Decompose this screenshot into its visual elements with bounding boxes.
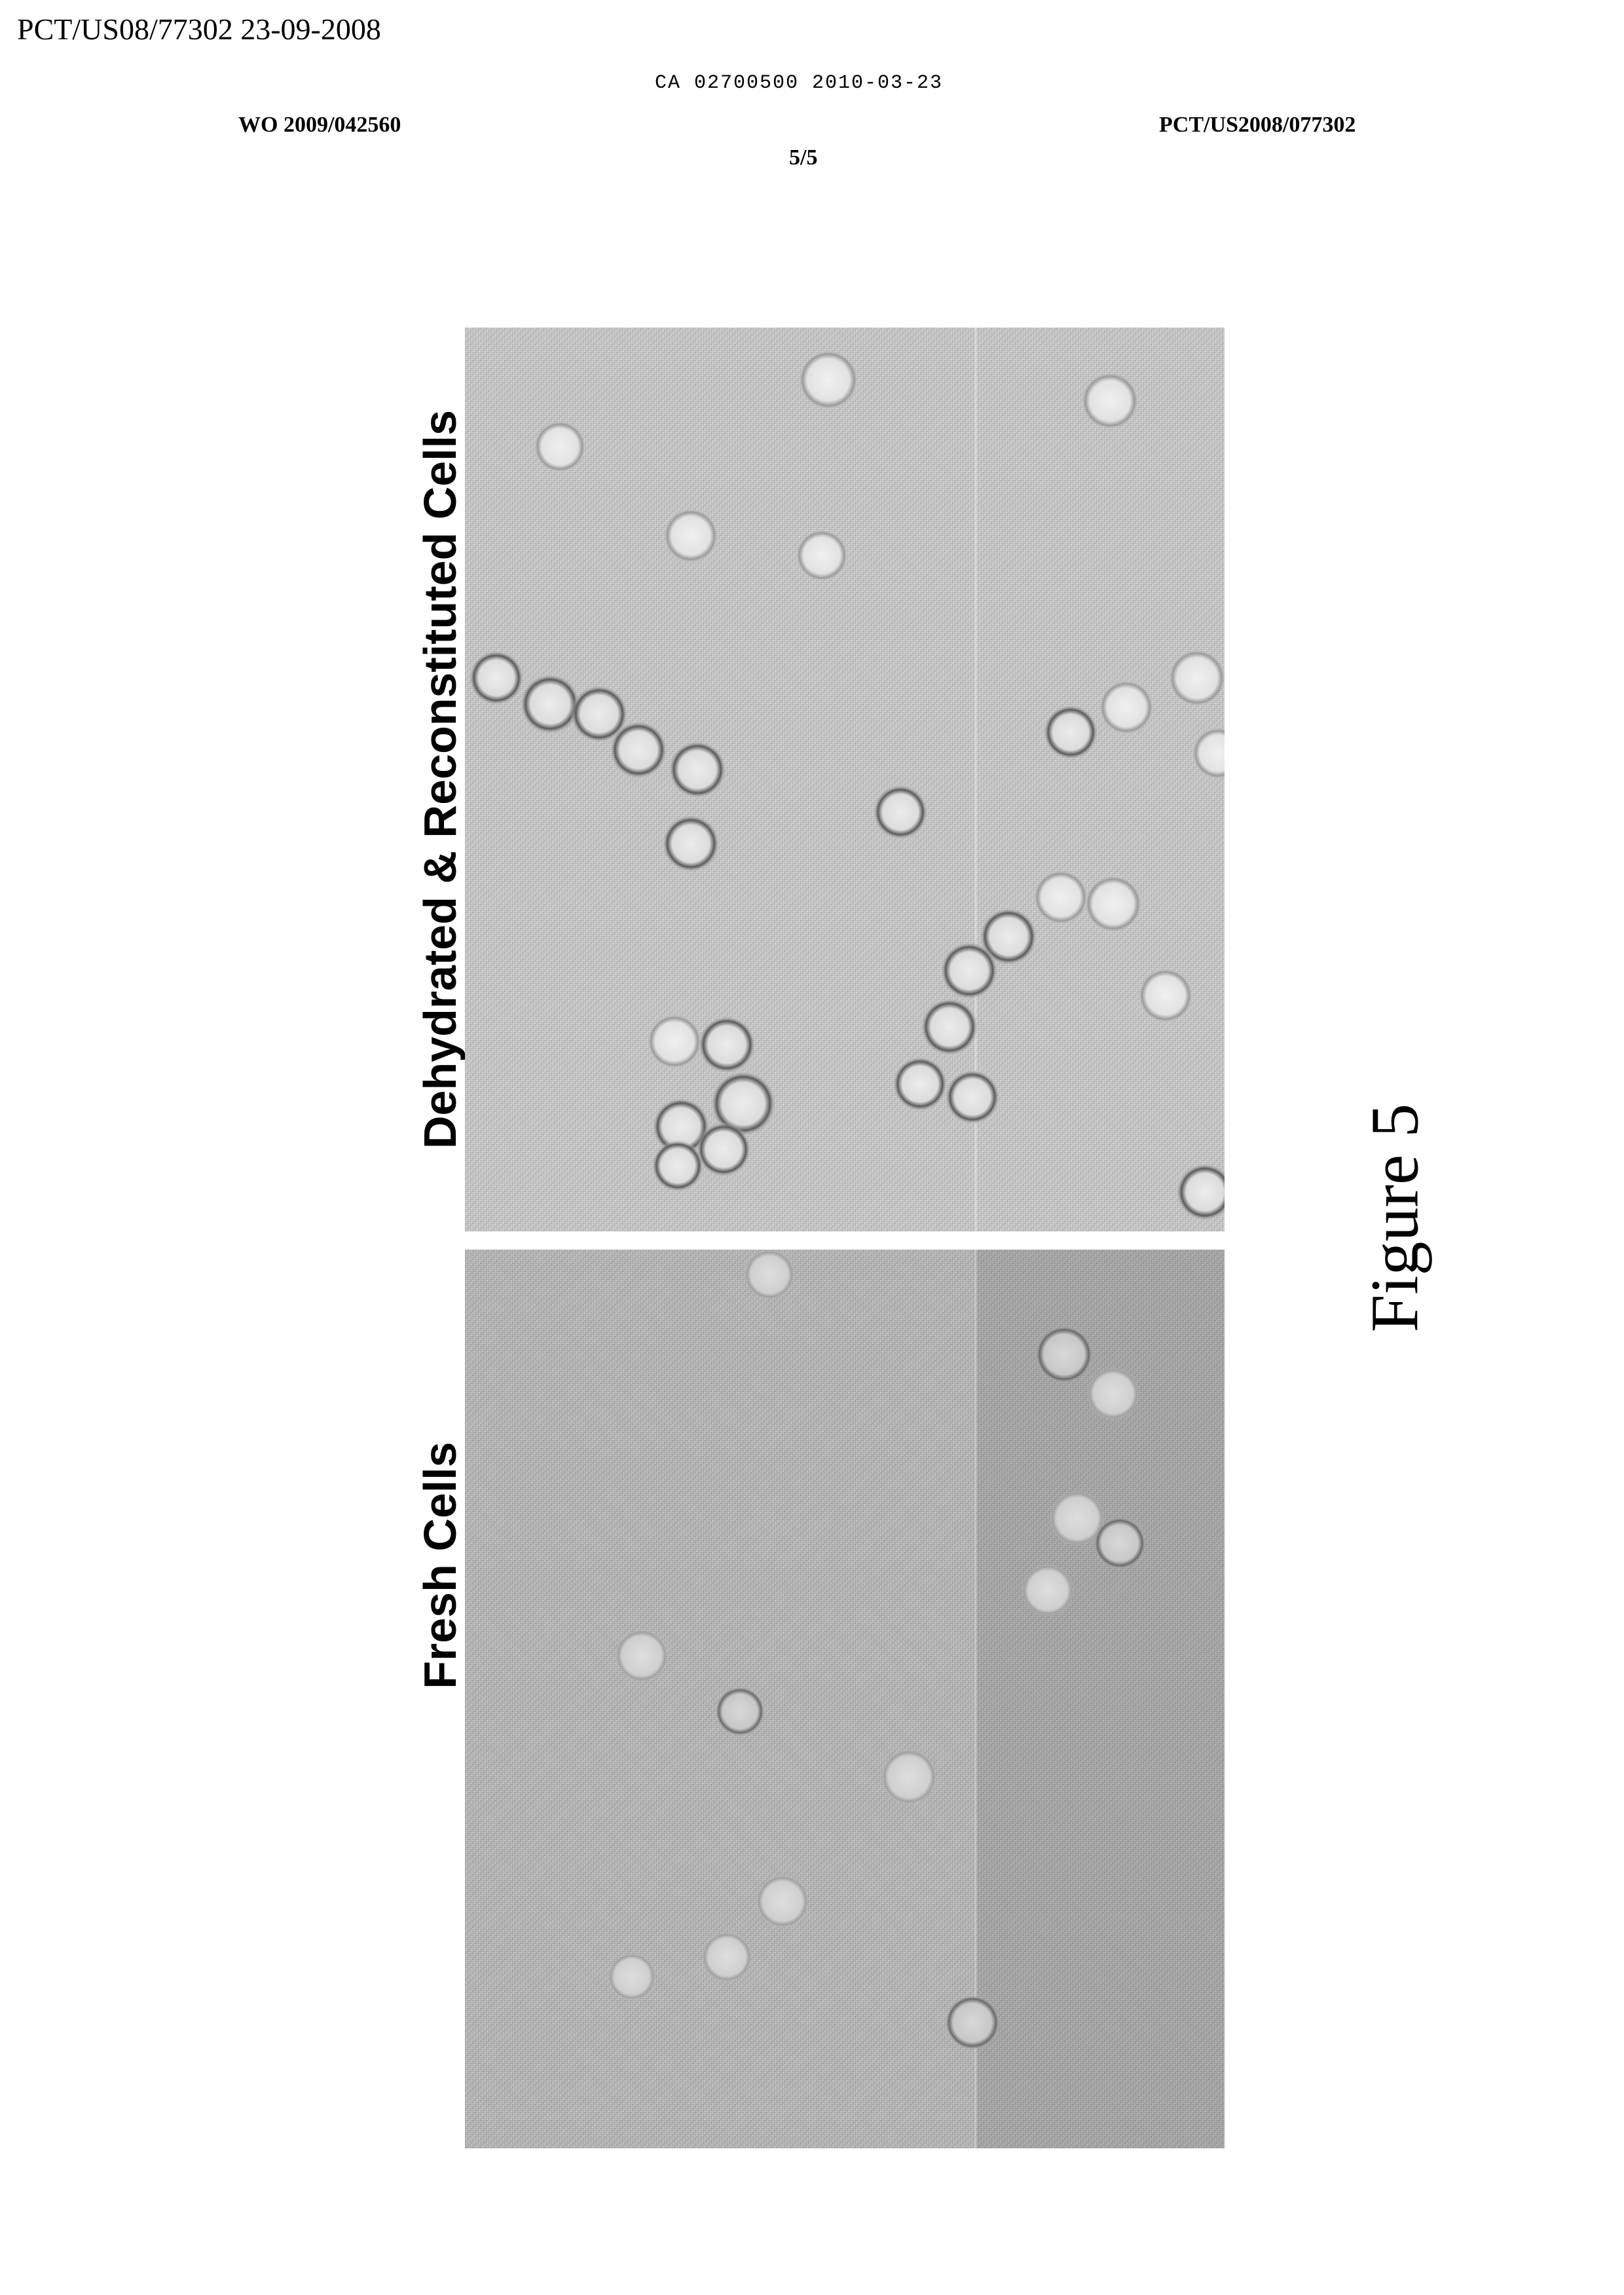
ca-number: CA 02700500 2010-03-23 [655, 72, 943, 94]
micrograph-fresh-cells [465, 1250, 1225, 2148]
cells-dehydrated [469, 350, 1225, 1221]
micrograph-dehydrated-image [465, 327, 1225, 1231]
micrograph-dehydrated-cells [465, 327, 1225, 1231]
pct-number: PCT/US2008/077302 [1159, 113, 1356, 138]
panel-label-fresh: Fresh Cells [414, 1336, 466, 1795]
filing-stamp: PCT/US08/77302 23-09-2008 [17, 12, 381, 47]
wo-number: WO 2009/042560 [238, 113, 401, 138]
panel-label-dehydrated: Dehydrated & Reconstituted Cells [414, 334, 466, 1225]
figure-caption: Figure 5 [1356, 1054, 1434, 1382]
sheet-number: 5/5 [789, 145, 817, 170]
micrograph-fresh-image [465, 1250, 1225, 2148]
